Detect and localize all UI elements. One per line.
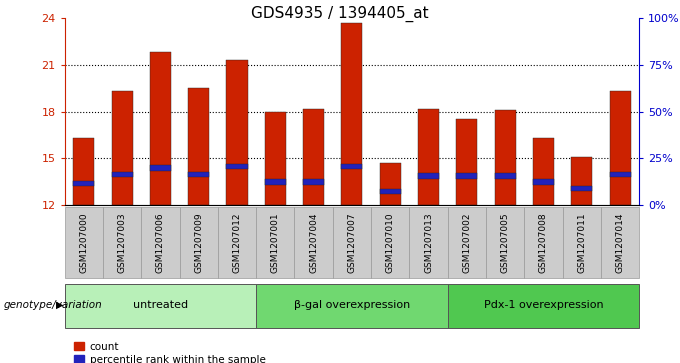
Bar (256, 207, 294, 278)
Bar (379, 163, 401, 205)
Text: GSM1207001: GSM1207001 (271, 212, 279, 273)
Bar (533, 138, 554, 205)
Bar (447, 207, 486, 278)
Text: GSM1207008: GSM1207008 (539, 212, 548, 273)
Bar (65, 284, 256, 328)
Bar (418, 173, 439, 179)
Legend: count, percentile rank within the sample: count, percentile rank within the sample (70, 337, 270, 363)
Bar (609, 172, 630, 177)
Bar (294, 207, 333, 278)
Text: GSM1207003: GSM1207003 (118, 212, 126, 273)
Bar (226, 60, 248, 205)
Text: GSM1207009: GSM1207009 (194, 212, 203, 273)
Text: genotype/variation: genotype/variation (3, 300, 102, 310)
Bar (226, 164, 248, 169)
Bar (112, 172, 133, 177)
Bar (409, 207, 447, 278)
Bar (456, 173, 477, 179)
Bar (494, 110, 515, 205)
Bar (303, 109, 324, 205)
Bar (218, 207, 256, 278)
Bar (447, 284, 639, 328)
Bar (112, 91, 133, 205)
Bar (65, 207, 103, 278)
Bar (256, 284, 447, 328)
Bar (188, 172, 209, 177)
Bar (533, 179, 554, 185)
Bar (265, 179, 286, 185)
Text: GSM1207011: GSM1207011 (577, 212, 586, 273)
Bar (486, 207, 524, 278)
Bar (418, 109, 439, 205)
Text: Pdx-1 overexpression: Pdx-1 overexpression (483, 300, 603, 310)
Text: GDS4935 / 1394405_at: GDS4935 / 1394405_at (251, 5, 429, 22)
Text: GSM1207012: GSM1207012 (233, 212, 241, 273)
Bar (180, 207, 218, 278)
Bar (333, 207, 371, 278)
Bar (150, 52, 171, 205)
Bar (571, 185, 592, 191)
Bar (601, 207, 639, 278)
Bar (341, 164, 362, 169)
Text: GSM1207002: GSM1207002 (462, 212, 471, 273)
Bar (141, 207, 180, 278)
Bar (494, 173, 515, 179)
Text: GSM1207004: GSM1207004 (309, 212, 318, 273)
Text: GSM1207014: GSM1207014 (615, 212, 624, 273)
Text: ▶: ▶ (56, 300, 64, 310)
Bar (371, 207, 409, 278)
Bar (456, 119, 477, 205)
Bar (341, 23, 362, 205)
Text: GSM1207010: GSM1207010 (386, 212, 394, 273)
Bar (265, 112, 286, 205)
Bar (73, 138, 95, 205)
Text: GSM1207006: GSM1207006 (156, 212, 165, 273)
Bar (103, 207, 141, 278)
Text: GSM1207007: GSM1207007 (347, 212, 356, 273)
Bar (73, 181, 95, 187)
Bar (150, 166, 171, 171)
Bar (188, 88, 209, 205)
Text: GSM1207000: GSM1207000 (80, 212, 88, 273)
Text: untreated: untreated (133, 300, 188, 310)
Text: GSM1207005: GSM1207005 (500, 212, 509, 273)
Text: β-gal overexpression: β-gal overexpression (294, 300, 410, 310)
Bar (379, 189, 401, 194)
Text: GSM1207013: GSM1207013 (424, 212, 433, 273)
Bar (303, 179, 324, 185)
Bar (609, 91, 630, 205)
Bar (524, 207, 562, 278)
Bar (562, 207, 601, 278)
Bar (571, 157, 592, 205)
